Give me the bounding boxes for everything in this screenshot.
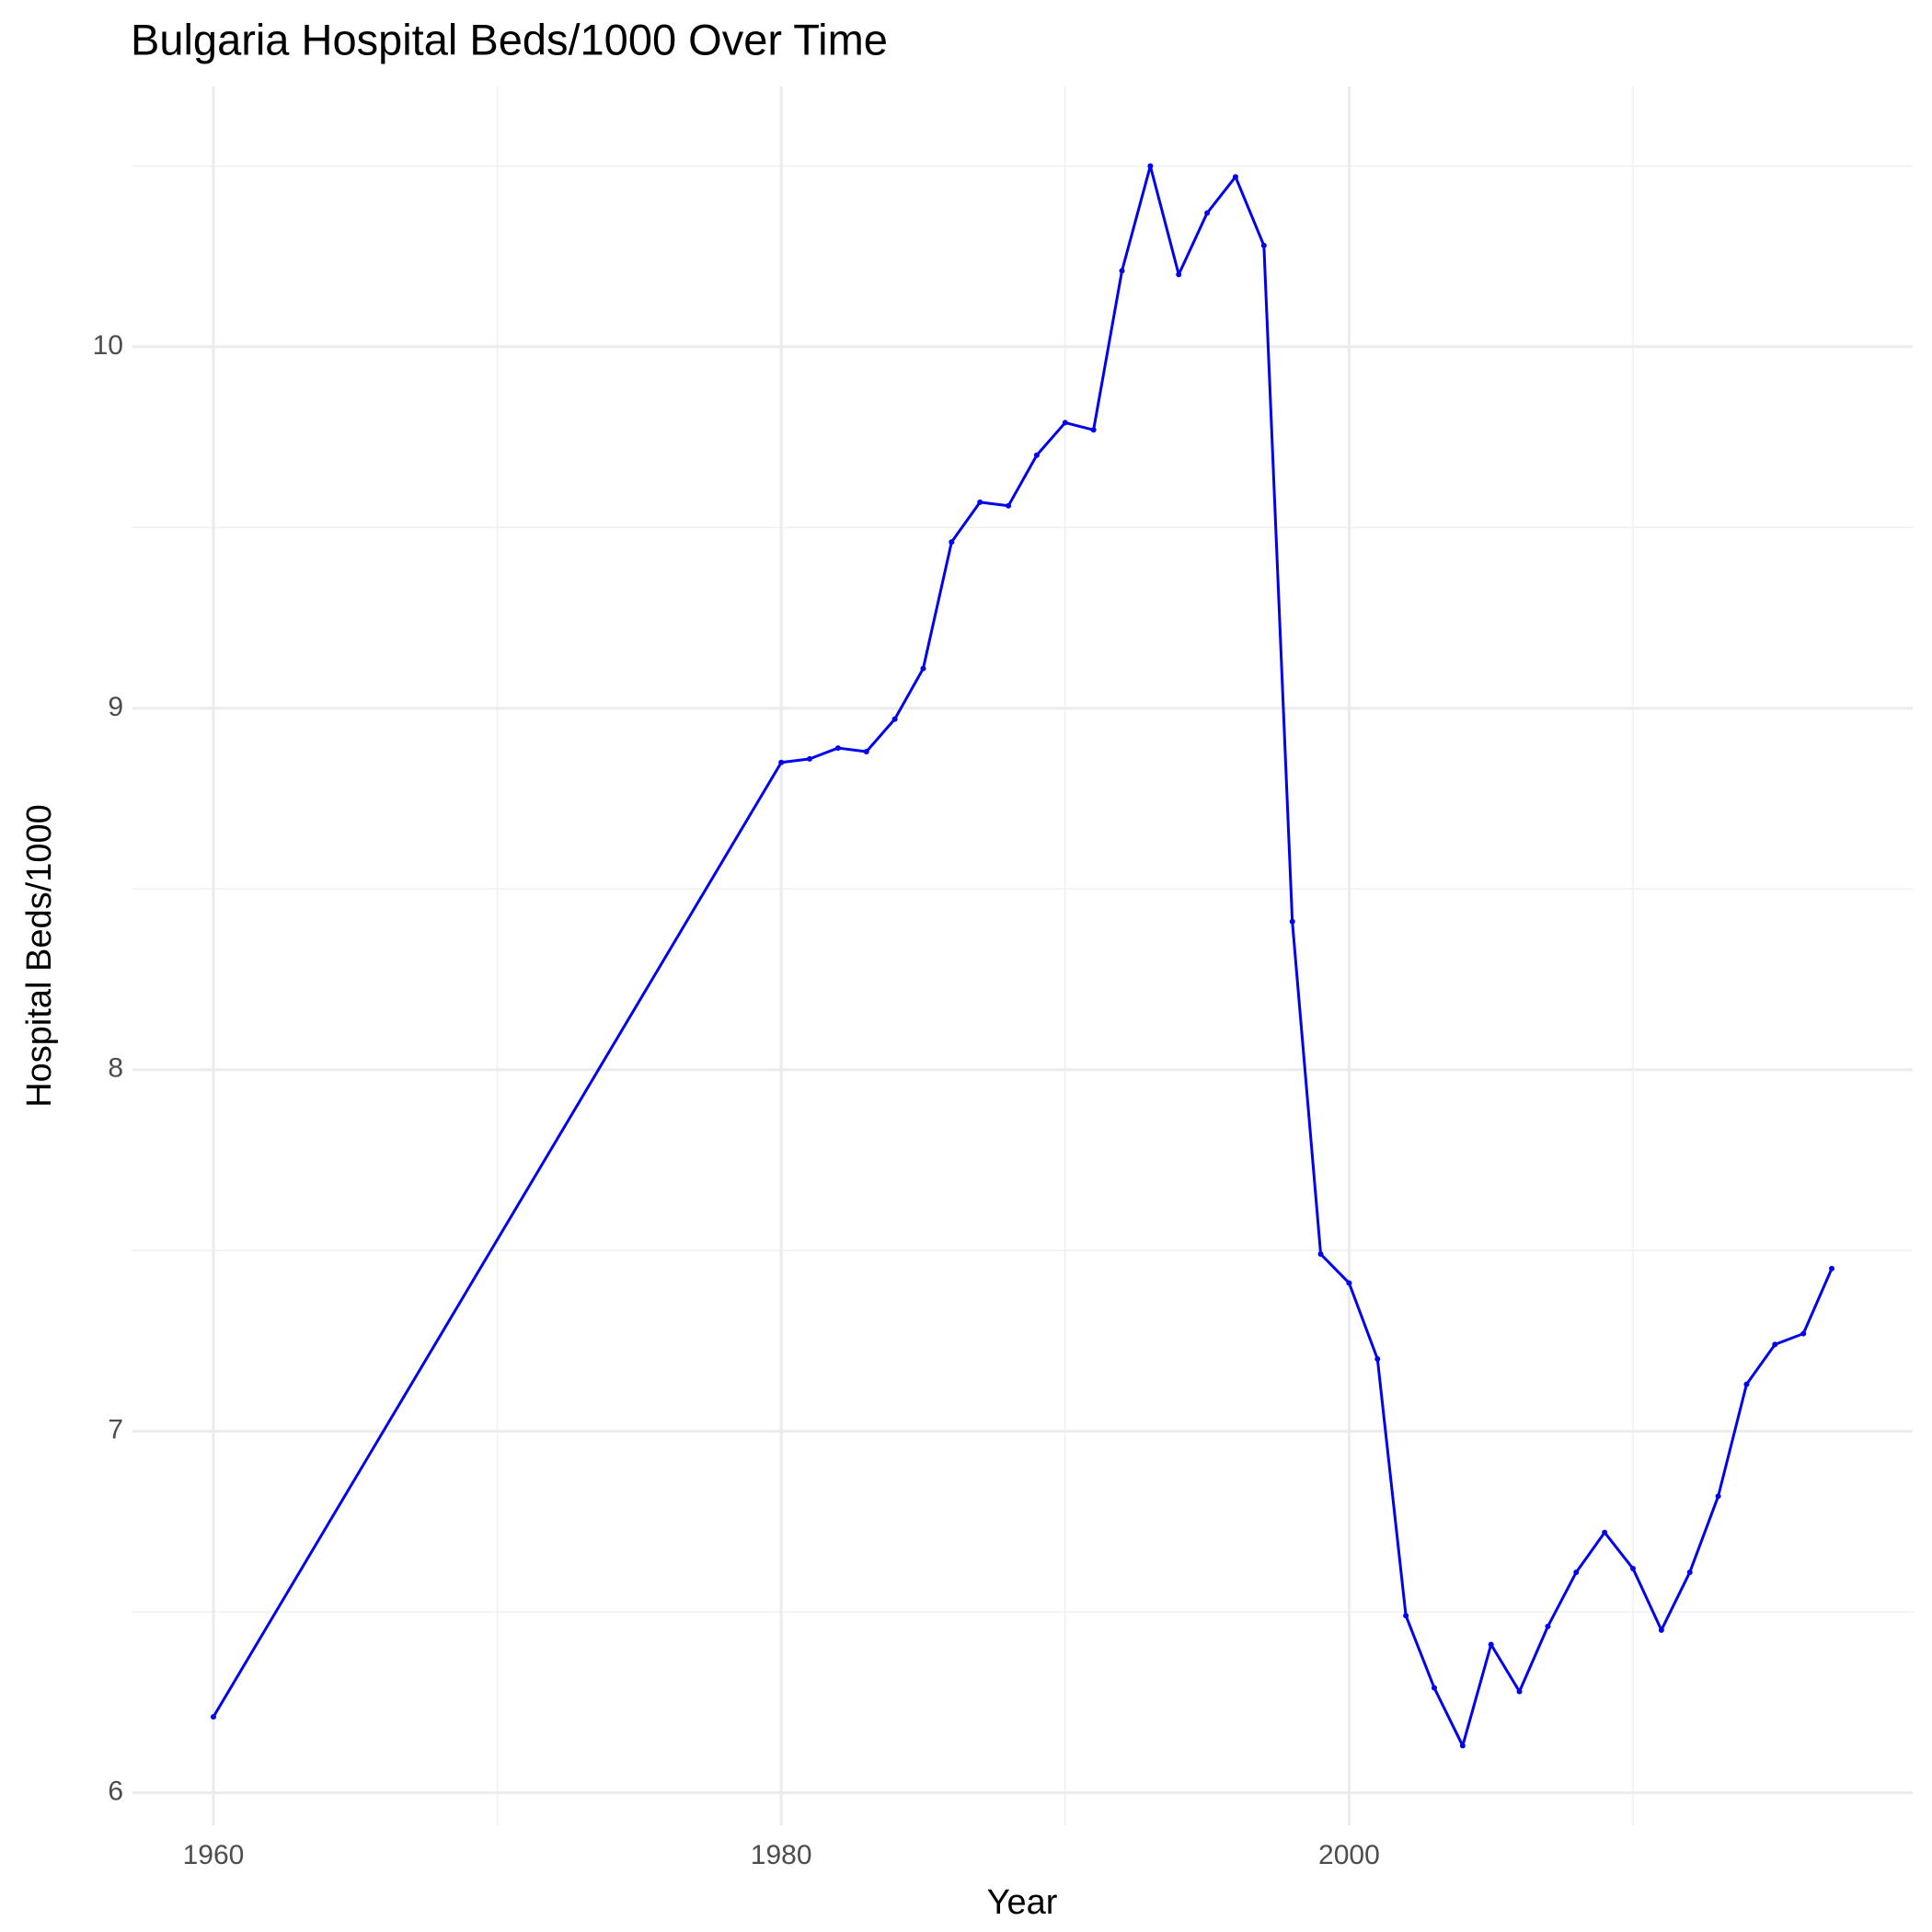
y-tick-label: 6 xyxy=(108,1777,123,1807)
point xyxy=(1006,502,1012,509)
point xyxy=(949,539,955,546)
point xyxy=(1573,1569,1580,1575)
point xyxy=(1062,420,1068,426)
point xyxy=(210,1714,216,1720)
point xyxy=(891,716,898,722)
point xyxy=(1686,1569,1693,1575)
x-tick-label: 1960 xyxy=(183,1840,245,1870)
point xyxy=(807,755,813,762)
point xyxy=(1602,1529,1608,1535)
point xyxy=(1317,1251,1324,1258)
point xyxy=(1488,1641,1494,1648)
point xyxy=(977,499,983,505)
point xyxy=(920,665,926,672)
point xyxy=(1346,1280,1352,1286)
point xyxy=(1176,271,1182,278)
point xyxy=(1459,1742,1466,1749)
point xyxy=(1545,1623,1551,1629)
point xyxy=(1743,1381,1750,1387)
point xyxy=(778,759,785,765)
point xyxy=(1431,1685,1437,1691)
x-tick-label: 1980 xyxy=(751,1840,812,1870)
point xyxy=(1772,1341,1778,1348)
line xyxy=(212,164,1834,1748)
point xyxy=(1403,1613,1409,1619)
x-tick-label: 2000 xyxy=(1318,1840,1380,1870)
y-tick-label: 7 xyxy=(108,1415,123,1445)
point xyxy=(834,745,841,752)
y-tick-label: 8 xyxy=(108,1053,123,1084)
point xyxy=(1204,210,1211,216)
point xyxy=(1658,1627,1664,1633)
point xyxy=(1715,1493,1721,1500)
chart-title: Bulgaria Hospital Beds/1000 Over Time xyxy=(131,15,888,63)
point xyxy=(1374,1356,1381,1363)
point xyxy=(1829,1265,1835,1271)
point xyxy=(1260,242,1267,248)
point xyxy=(1119,268,1125,274)
y-tick-label: 9 xyxy=(108,692,123,722)
y-axis-title: Hospital Beds/1000 xyxy=(20,804,59,1108)
point xyxy=(1289,918,1295,925)
point xyxy=(1033,452,1040,458)
point xyxy=(1147,163,1154,169)
point xyxy=(1090,427,1097,433)
x-axis-title: Year xyxy=(987,1883,1058,1922)
y-tick-label: 10 xyxy=(93,330,123,361)
point xyxy=(1232,174,1238,180)
point xyxy=(1630,1566,1637,1572)
point xyxy=(1516,1688,1523,1695)
point xyxy=(1800,1330,1807,1337)
point xyxy=(863,748,869,754)
